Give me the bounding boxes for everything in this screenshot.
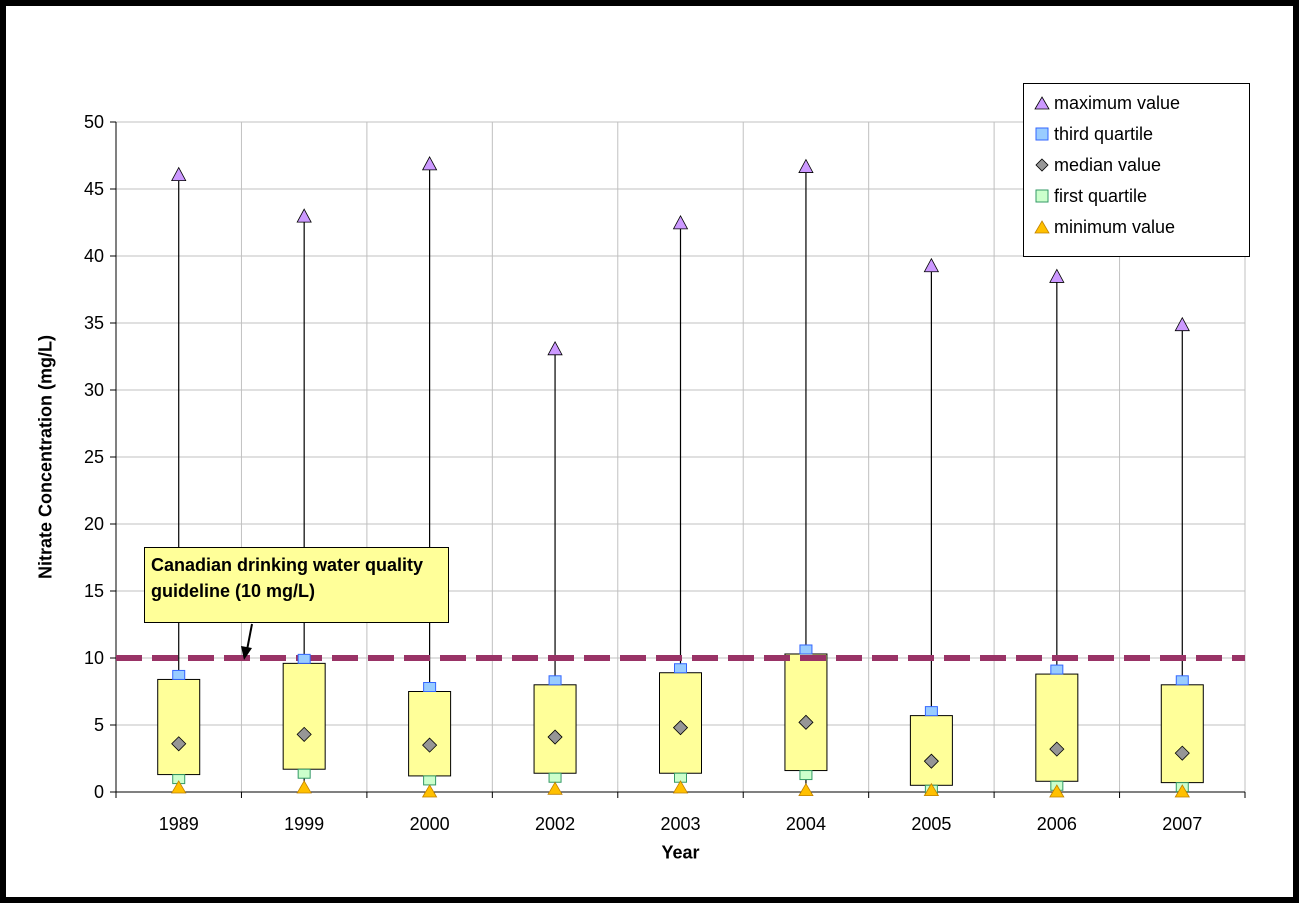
third-quartile-marker (924, 706, 938, 717)
median-marker (923, 753, 939, 769)
minimum-marker (1174, 784, 1190, 798)
median-marker (422, 737, 438, 753)
third-quartile-marker (548, 675, 562, 686)
y-tick-label: 30 (84, 380, 104, 400)
median-marker (1174, 745, 1190, 761)
third-quartile-marker (1050, 664, 1064, 675)
y-axis-label: Nitrate Concentration (mg/L) (35, 334, 56, 580)
maximum-marker (1174, 316, 1190, 332)
third-quartile-marker (423, 682, 437, 692)
legend-item-minimum: minimum value (1034, 212, 1175, 242)
iqr-box (1160, 684, 1204, 784)
y-tick-label: 45 (84, 179, 104, 199)
third-quartile-marker (297, 653, 311, 664)
median-marker (547, 729, 563, 745)
x-tick-label: 2006 (1037, 814, 1077, 834)
minimum-marker (171, 780, 187, 794)
minimum-marker (923, 782, 940, 797)
annotation-arrowhead (241, 646, 252, 660)
median-marker (798, 714, 814, 730)
y-tick-label: 15 (84, 581, 104, 601)
legend-item-first-quartile: first quartile (1034, 181, 1147, 211)
maximum-marker (421, 156, 438, 171)
triangle-marker-icon (1034, 220, 1050, 234)
maximum-marker (547, 340, 563, 356)
first-quartile-marker (423, 775, 437, 786)
maximum-marker (798, 158, 814, 173)
legend-label: maximum value (1054, 92, 1181, 113)
minimum-marker (296, 780, 312, 794)
boxes (157, 653, 1204, 786)
y-tick-label: 0 (94, 782, 104, 802)
legend-label: third quartile (1054, 123, 1154, 144)
maximum-marker (672, 214, 689, 230)
third-quartile-marker (674, 663, 687, 674)
legend-label: minimum value (1054, 216, 1176, 237)
square-marker-icon (1035, 127, 1049, 141)
first-quartile-marker (297, 768, 311, 779)
legend-label: first quartile (1054, 185, 1148, 206)
iqr-box (1035, 673, 1079, 782)
x-tick-label: 2002 (535, 814, 575, 834)
y-tick-label: 20 (84, 514, 104, 534)
y-tick-label: 25 (84, 447, 104, 467)
maximum-marker (296, 208, 312, 223)
x-tick-label: 2004 (786, 814, 826, 834)
iqr-box (282, 662, 326, 770)
maximum-marker (171, 166, 187, 182)
first-quartile-marker (799, 770, 813, 781)
legend-item-third-quartile: third quartile (1034, 119, 1153, 149)
y-tick-label: 10 (84, 648, 104, 668)
triangle-marker-icon (1034, 96, 1050, 110)
median-marker (296, 726, 312, 742)
iqr-box (408, 691, 452, 777)
iqr-box (909, 715, 953, 786)
maximum-marker (1049, 268, 1065, 283)
legend-item-median: median value (1034, 150, 1161, 180)
iqr-box (784, 653, 828, 772)
x-tick-label: 2003 (660, 814, 700, 834)
x-axis-label: Year (661, 842, 700, 863)
x-tick-label: 2005 (911, 814, 951, 834)
iqr-box (157, 678, 201, 776)
minimum-marker (672, 780, 689, 794)
square-marker-icon (1035, 189, 1049, 203)
x-tick-label: 2000 (410, 814, 450, 834)
median-marker (171, 736, 187, 752)
legend-label: median value (1054, 154, 1162, 175)
x-tick-label: 1989 (159, 814, 199, 834)
markers (171, 156, 1190, 798)
maximum-marker (923, 257, 940, 273)
tick-labels: 0 5 10 15 20 25 30 35 40 45 50 1989 1999 2000 2002 2003… (84, 112, 1202, 834)
y-tick-label: 35 (84, 313, 104, 333)
iqr-box (533, 684, 577, 774)
y-tick-label: 50 (84, 112, 104, 132)
legend-item-maximum: maximum value (1034, 88, 1180, 118)
legend: maximum value third quartile median valu… (1023, 83, 1250, 257)
third-quartile-marker (1175, 675, 1189, 686)
median-marker (1049, 741, 1065, 757)
minimum-marker (798, 782, 814, 797)
diamond-marker-icon (1035, 158, 1049, 172)
guideline-annotation: Canadian drinking water quality guidelin… (144, 547, 449, 623)
minimum-marker (1049, 784, 1065, 798)
y-tick-label: 5 (94, 715, 104, 735)
third-quartile-marker (799, 644, 813, 655)
minimum-marker (421, 784, 438, 798)
annotation-arrow-line (246, 623, 253, 651)
median-marker (672, 720, 689, 736)
first-quartile-marker (548, 772, 562, 783)
minimum-marker (547, 781, 563, 795)
x-tick-label: 1999 (284, 814, 324, 834)
y-tick-label: 40 (84, 246, 104, 266)
x-tick-label: 2007 (1162, 814, 1202, 834)
third-quartile-marker (172, 669, 186, 680)
